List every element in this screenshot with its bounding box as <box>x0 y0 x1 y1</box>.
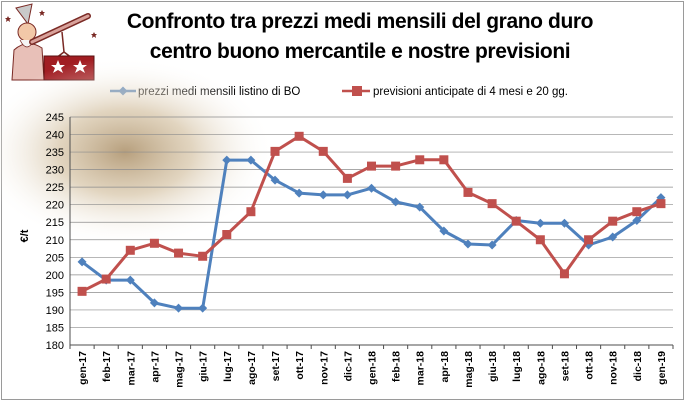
y-tick-label-245: 245 <box>46 112 64 124</box>
series-2-point-dic-18 <box>632 207 642 217</box>
y-tick-label-195: 195 <box>46 287 64 299</box>
y-tick-label-225: 225 <box>46 182 64 194</box>
y-tick-label-200: 200 <box>46 270 64 282</box>
series-2-point-feb-17 <box>101 274 111 284</box>
series-2-point-ago-17 <box>246 207 256 217</box>
series-2-point-ott-18 <box>584 235 594 245</box>
series-1-point-lug-17 <box>222 155 232 165</box>
series-1-point-mar-18 <box>415 202 425 212</box>
x-tick-label-ott-17: ott-17 <box>294 351 306 380</box>
series-1-point-mag-18 <box>463 239 473 249</box>
series-2-point-gen-19 <box>656 199 666 209</box>
series-1-point-dic-18 <box>632 215 642 225</box>
series-1-point-set-17 <box>270 175 280 185</box>
series-1-point-ago-17 <box>246 155 256 165</box>
series-1-point-set-18 <box>559 218 569 228</box>
series-1-point-gen-18 <box>367 183 376 193</box>
x-tick-label-gen-19: gen-19 <box>656 351 668 385</box>
series-2-point-mar-17 <box>125 245 135 255</box>
y-tick-label-205: 205 <box>46 252 64 264</box>
y-tick-label-185: 185 <box>46 322 64 334</box>
y-tick-label-210: 210 <box>46 235 64 247</box>
x-tick-label-feb-17: feb-17 <box>101 351 113 382</box>
series-1-point-mag-17 <box>174 303 184 313</box>
series-2-point-giu-17 <box>198 251 208 261</box>
series-2-point-nov-17 <box>318 146 328 156</box>
series-1-point-giu-18 <box>487 240 497 250</box>
legend-label-series-2: previsioni anticipate di 4 mesi e 20 gg. <box>373 86 568 98</box>
series-1-point-apr-17 <box>149 298 159 308</box>
chart-title-line-2: centro buono mercantile e nostre previsi… <box>149 40 571 63</box>
y-tick-label-230: 230 <box>46 165 64 177</box>
x-tick-label-dic-18: dic-18 <box>632 351 644 382</box>
x-tick-label-mag-18: mag-18 <box>463 351 475 388</box>
series-2-point-set-18 <box>559 269 569 279</box>
x-tick-label-gen-18: gen-18 <box>367 351 379 385</box>
series-2-point-lug-17 <box>222 230 232 240</box>
x-tick-label-feb-18: feb-18 <box>391 351 403 382</box>
series-2-point-ott-17 <box>294 131 304 141</box>
series-2-point-apr-18 <box>439 155 449 165</box>
series-1-point-dic-17 <box>342 190 352 200</box>
x-tick-label-nov-18: nov-18 <box>608 351 620 385</box>
x-tick-label-ago-18: ago-18 <box>535 351 547 385</box>
series-1-point-nov-18 <box>608 232 618 242</box>
plot-area: 180 185 190 195 200 205 210 215 220 225 230 235 240 2… <box>0 57 674 388</box>
series-2-point-apr-17 <box>149 238 159 248</box>
y-tick-label-235: 235 <box>46 147 64 159</box>
series-1-point-nov-17 <box>318 190 328 200</box>
series-2-point-gen-18 <box>367 161 376 171</box>
series-2-point-nov-18 <box>608 216 618 226</box>
x-tick-label-mar-17: mar-17 <box>125 351 137 386</box>
series-1-point-giu-17 <box>198 303 208 313</box>
series-1-point-apr-18 <box>439 226 449 236</box>
y-tick-label-180: 180 <box>46 340 64 352</box>
x-tick-label-lug-17: lug-17 <box>222 351 234 382</box>
x-tick-label-giu-18: giu-18 <box>487 351 499 382</box>
x-tick-label-ago-17: ago-17 <box>246 351 258 385</box>
series-1-point-ago-18 <box>535 218 545 228</box>
x-tick-label-set-18: set-18 <box>559 351 571 382</box>
y-axis-label: €/t <box>19 229 31 242</box>
series-2-point-giu-18 <box>487 199 497 209</box>
series-1-point-feb-18 <box>391 197 401 207</box>
series-2-point-dic-17 <box>342 173 352 183</box>
series-2-point-set-17 <box>270 146 280 156</box>
series-2-point-mar-18 <box>415 155 425 165</box>
x-tick-label-gen-17: gen-17 <box>77 351 89 385</box>
y-tick-label-215: 215 <box>46 217 64 229</box>
series-1-point-gen-17 <box>77 257 87 267</box>
series-1-point-mar-17 <box>125 275 135 285</box>
y-tick-label-220: 220 <box>46 200 64 212</box>
x-tick-label-apr-17: apr-17 <box>149 351 161 383</box>
y-tick-label-190: 190 <box>46 305 64 317</box>
series-2-point-lug-18 <box>511 216 521 226</box>
x-tick-label-mag-17: mag-17 <box>174 351 186 388</box>
y-tick-label-240: 240 <box>46 130 64 142</box>
x-tick-label-ott-18: ott-18 <box>584 351 596 380</box>
series-2-point-feb-18 <box>391 161 401 171</box>
x-tick-label-dic-17: dic-17 <box>342 351 354 382</box>
x-tick-label-lug-18: lug-18 <box>511 351 523 382</box>
x-tick-label-mar-18: mar-18 <box>415 351 427 386</box>
x-tick-label-set-17: set-17 <box>270 351 282 382</box>
series-2-point-mag-17 <box>174 248 184 258</box>
chart-title-line-1: Confronto tra prezzi medi mensili del gr… <box>126 10 594 33</box>
x-tick-label-nov-17: nov-17 <box>318 351 330 385</box>
x-tick-label-apr-18: apr-18 <box>439 351 451 383</box>
x-tick-label-giu-17: giu-17 <box>198 351 210 382</box>
series-2-point-gen-17 <box>77 286 87 296</box>
series-2-point-ago-18 <box>535 235 545 245</box>
series-2-point-mag-18 <box>463 187 473 197</box>
series-1-point-ott-17 <box>294 188 304 198</box>
legend-marker-series-2 <box>352 86 362 96</box>
